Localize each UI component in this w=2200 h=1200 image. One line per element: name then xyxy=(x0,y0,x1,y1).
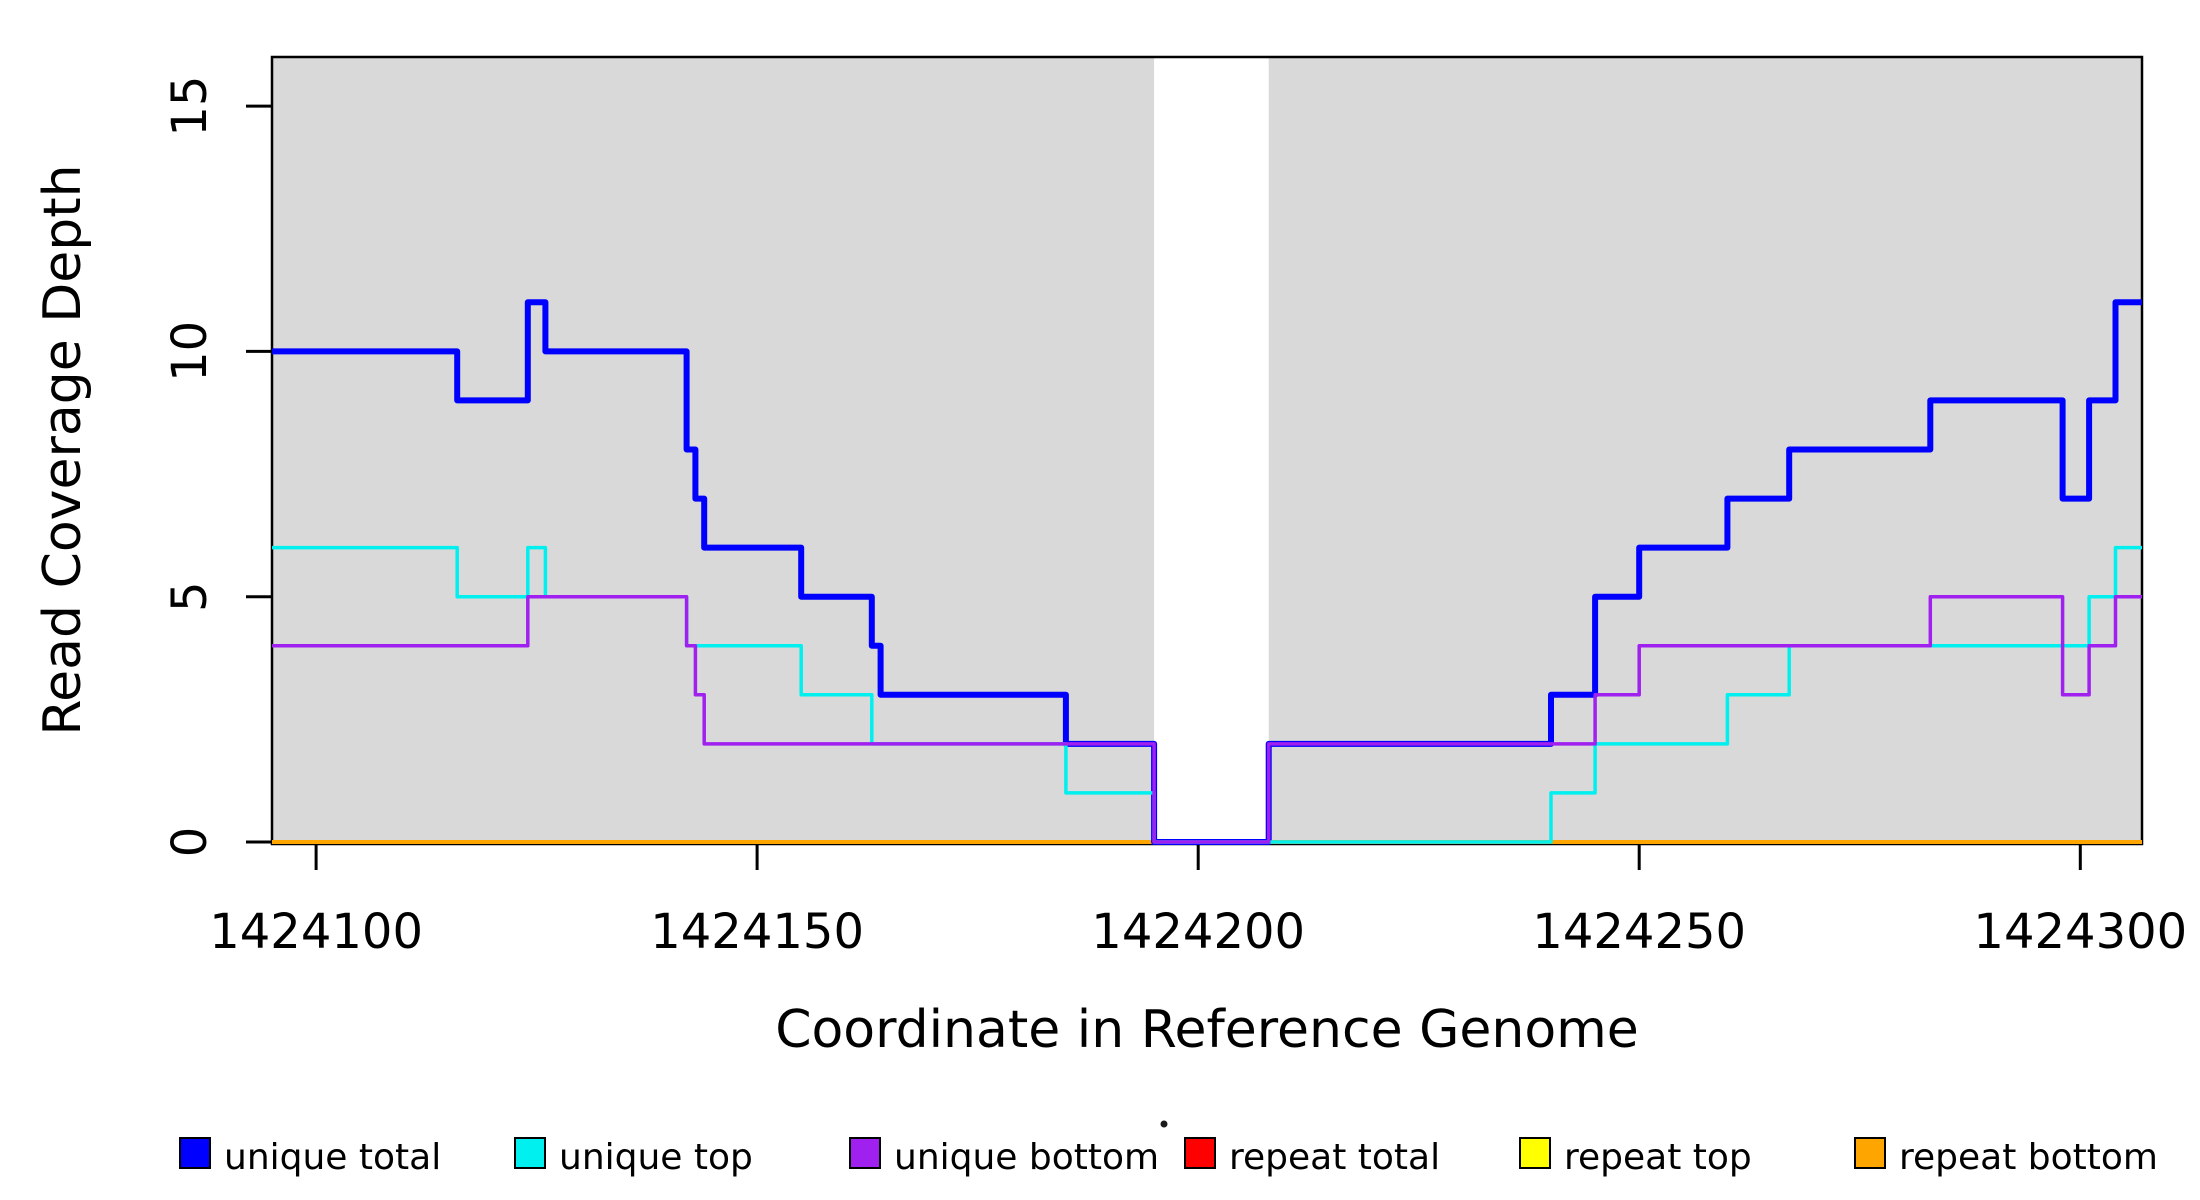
legend-label-unique-bottom: unique bottom xyxy=(894,1137,1159,1178)
y-axis-title: Read Coverage Depth xyxy=(33,164,93,735)
legend-swatch-unique-top xyxy=(514,1137,546,1169)
y-tick-label: 5 xyxy=(162,581,218,612)
legend-label-repeat-bottom: repeat bottom xyxy=(1899,1137,2158,1178)
x-tick-label: 1424200 xyxy=(1091,904,1305,960)
legend-label-unique-total: unique total xyxy=(224,1137,441,1178)
series-lines xyxy=(272,299,2142,845)
x-tick-label: 1424250 xyxy=(1532,904,1746,960)
x-axis-title: Coordinate in Reference Genome xyxy=(775,1000,1639,1060)
legend-label-unique-top: unique top xyxy=(559,1137,753,1178)
legend-swatch-repeat-bottom xyxy=(1854,1137,1886,1169)
covered-region-shade xyxy=(272,57,1155,844)
y-tick-label: 0 xyxy=(162,827,218,858)
legend-swatch-repeat-top xyxy=(1519,1137,1551,1169)
legend-label-repeat-top: repeat top xyxy=(1564,1137,1752,1178)
series-unique-bottom xyxy=(272,594,2142,844)
legend-swatch-unique-total xyxy=(179,1137,211,1169)
legend-swatch-repeat-total xyxy=(1184,1137,1216,1169)
y-tick-label: 15 xyxy=(162,76,218,137)
covered-region-shade xyxy=(1268,57,2142,844)
y-axis: 0 5 10 15 xyxy=(162,76,272,858)
legend: unique total unique top unique bottom repea… xyxy=(179,1137,2158,1178)
y-tick-label: 10 xyxy=(162,321,218,382)
x-tick-label: 1424300 xyxy=(1973,904,2187,960)
x-axis: 1424100 1424150 1424200 1424250 1424300 xyxy=(209,844,2187,960)
legend-swatch-unique-bottom xyxy=(849,1137,881,1169)
x-tick-label: 1424150 xyxy=(650,904,864,960)
x-tick-label: 1424100 xyxy=(209,904,423,960)
stray-dot xyxy=(1160,1120,1168,1128)
legend-label-repeat-total: repeat total xyxy=(1229,1137,1440,1178)
covered-region-shading xyxy=(272,57,2142,844)
